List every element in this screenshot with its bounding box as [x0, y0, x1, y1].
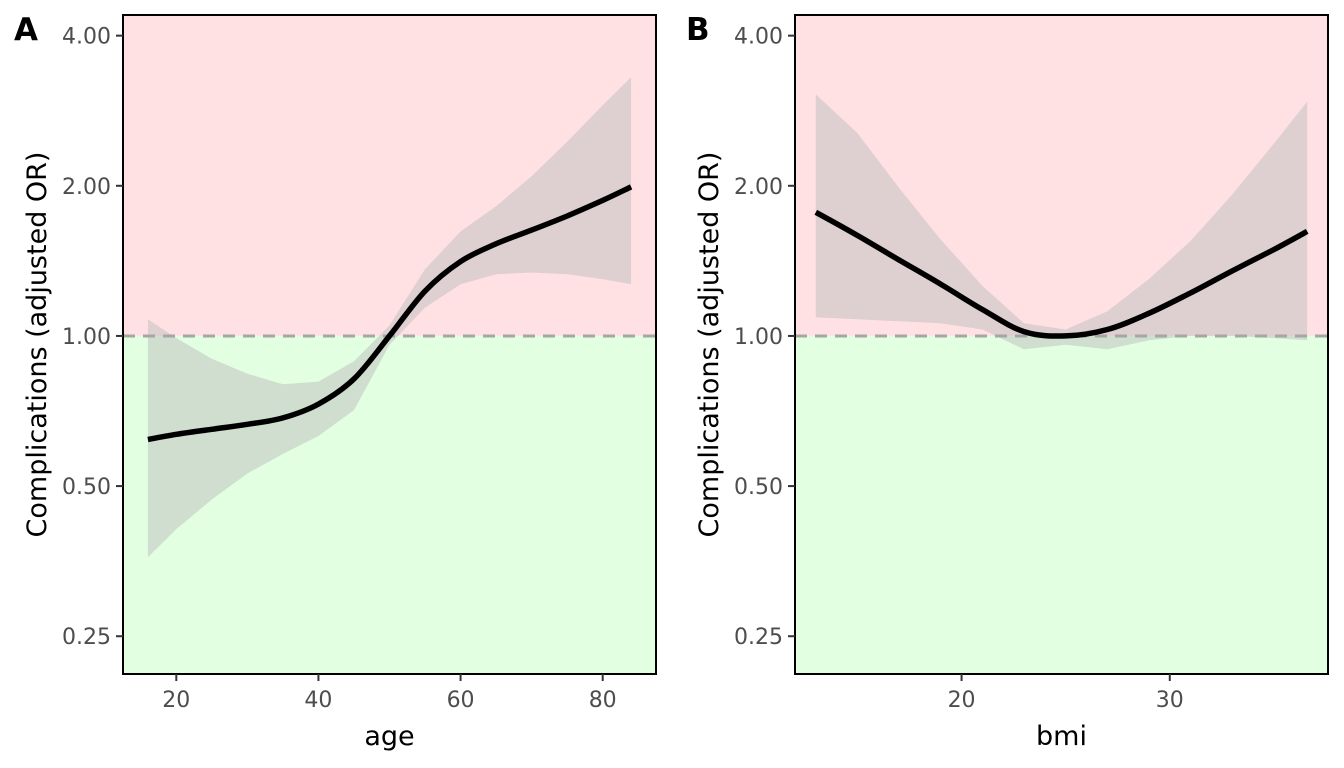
x-tick-label: 20 — [162, 688, 190, 713]
panel-label: A — [14, 12, 38, 48]
x-axis: 20 30 — [948, 674, 1184, 713]
y-tick-label: 1.00 — [62, 325, 111, 350]
protective-region-background — [795, 335, 1328, 674]
y-axis-title: Complications (adjusted OR) — [22, 152, 53, 538]
x-axis-title: bmi — [1036, 721, 1087, 752]
y-tick-label: 0.50 — [62, 475, 111, 500]
panel-label: B — [686, 12, 710, 48]
panel-border — [794, 14, 1329, 675]
y-tick-label: 1.00 — [734, 325, 783, 350]
y-tick-label: 2.00 — [62, 175, 111, 200]
y-tick-label: 4.00 — [62, 25, 111, 50]
x-tick-label: 20 — [948, 688, 976, 713]
panel-b: 0.250.501.002.004.00 20 30 B bmi Complica… — [686, 12, 1329, 752]
x-tick-label: 80 — [589, 688, 617, 713]
x-tick-label: 30 — [1156, 688, 1184, 713]
x-tick-label: 40 — [304, 688, 332, 713]
y-tick-label: 2.00 — [734, 175, 783, 200]
y-tick-label: 4.00 — [734, 25, 783, 50]
y-axis: 0.25 0.50 1.00 2.00 4.00 — [734, 25, 795, 650]
x-tick-label: 60 — [447, 688, 475, 713]
y-tick-label: 0.50 — [734, 475, 783, 500]
panel-border — [122, 14, 657, 675]
y-axis-title: Complications (adjusted OR) — [694, 152, 725, 538]
y-tick-label: 0.25 — [62, 625, 111, 650]
confidence-ribbon — [147, 77, 632, 558]
fitted-curve — [147, 184, 633, 443]
x-axis: 20 40 60 80 — [162, 674, 617, 713]
y-axis: 0.25 0.50 1.00 2.00 4.00 — [62, 25, 123, 650]
panel-a: 0.25 0.50 1.00 2.00 4.00 20 40 60 80 A age Comp… — [14, 12, 657, 752]
y-tick-label: 0.25 — [734, 625, 783, 650]
x-axis-title: age — [364, 721, 414, 752]
fitted-curve — [814, 209, 1309, 339]
